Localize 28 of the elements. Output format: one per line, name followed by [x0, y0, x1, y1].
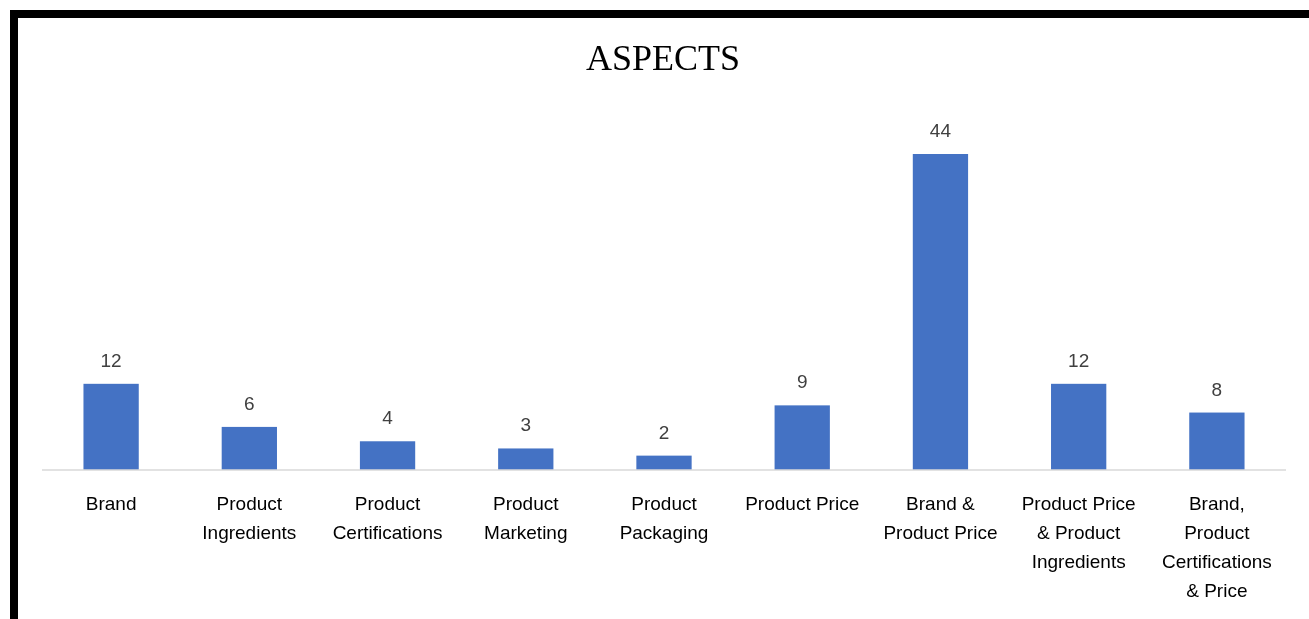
data-label: 6 — [244, 392, 255, 414]
x-tick-label: Brand — [85, 493, 137, 514]
chart-title: ASPECTS — [585, 38, 741, 78]
data-label: 8 — [1211, 378, 1223, 400]
bar — [1189, 412, 1245, 470]
x-tick-label: Product Marketing — [484, 493, 568, 543]
bar — [498, 448, 554, 470]
bar — [83, 383, 139, 470]
x-tick-label: Product Certifications — [332, 493, 443, 543]
x-tick-label: Product Ingredients — [202, 493, 297, 543]
bar — [1051, 383, 1107, 470]
bar — [774, 405, 830, 470]
data-label: 12 — [100, 349, 122, 371]
data-label: 3 — [520, 414, 532, 436]
bar — [912, 154, 969, 470]
data-label: 4 — [382, 407, 394, 429]
x-tick-label: Brand & Product Price — [883, 493, 998, 543]
x-tick-label: Product Price & Product Ingredients — [1021, 493, 1136, 572]
data-label: 9 — [796, 371, 808, 393]
bar — [636, 455, 692, 470]
x-tick-label: Product Price — [745, 493, 860, 514]
data-label: 2 — [658, 421, 670, 443]
x-tick-label: Brand, Product Certifications & Price — [1161, 493, 1272, 601]
bar — [359, 441, 416, 470]
data-label: 12 — [1068, 349, 1090, 371]
bar — [221, 426, 277, 470]
x-tick-label: Product Packaging — [619, 493, 709, 543]
data-label: 44 — [929, 120, 952, 141]
